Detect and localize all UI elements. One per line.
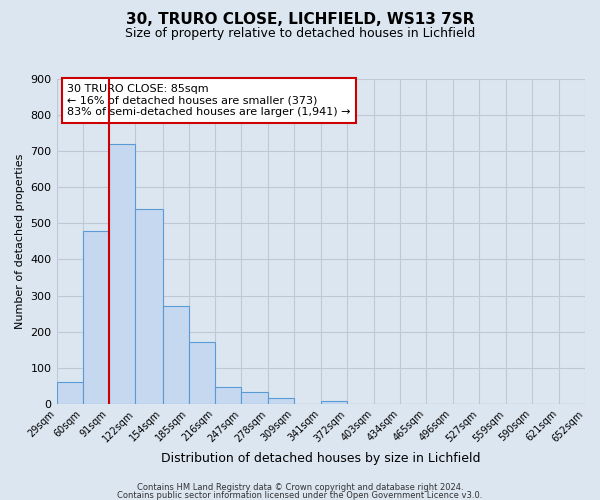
- Bar: [268, 398, 294, 404]
- Text: Contains public sector information licensed under the Open Government Licence v3: Contains public sector information licen…: [118, 490, 482, 500]
- Text: Size of property relative to detached houses in Lichfield: Size of property relative to detached ho…: [125, 28, 475, 40]
- Y-axis label: Number of detached properties: Number of detached properties: [15, 154, 25, 329]
- Text: Contains HM Land Registry data © Crown copyright and database right 2024.: Contains HM Land Registry data © Crown c…: [137, 483, 463, 492]
- Bar: [163, 306, 189, 404]
- Bar: [321, 402, 347, 404]
- X-axis label: Distribution of detached houses by size in Lichfield: Distribution of detached houses by size …: [161, 452, 481, 465]
- Bar: [56, 382, 83, 404]
- Bar: [83, 230, 109, 404]
- Bar: [109, 144, 136, 404]
- Bar: [215, 387, 241, 404]
- Text: 30, TRURO CLOSE, LICHFIELD, WS13 7SR: 30, TRURO CLOSE, LICHFIELD, WS13 7SR: [126, 12, 474, 28]
- Bar: [136, 209, 163, 404]
- Bar: [241, 392, 268, 404]
- Bar: [189, 342, 215, 404]
- Text: 30 TRURO CLOSE: 85sqm
← 16% of detached houses are smaller (373)
83% of semi-det: 30 TRURO CLOSE: 85sqm ← 16% of detached …: [67, 84, 350, 117]
